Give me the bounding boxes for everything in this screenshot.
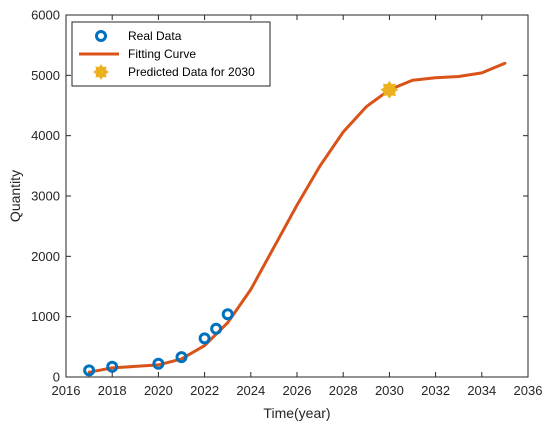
legend-marker-predicted [93, 64, 109, 80]
y-tick-label: 4000 [31, 128, 60, 143]
legend: Real Data Fitting Curve Predicted Data f… [71, 21, 271, 87]
y-axis: 0 1000 2000 3000 4000 5000 6000 [31, 8, 528, 385]
x-tick-label: 2030 [375, 383, 404, 398]
x-tick-label: 2026 [283, 383, 312, 398]
x-tick-label: 2028 [329, 383, 358, 398]
real-data-point [83, 364, 96, 377]
x-tick-label: 2036 [514, 383, 543, 398]
y-tick-label: 5000 [31, 68, 60, 83]
x-axis: 2016 2018 2020 2022 2024 2026 2028 2030 2032 2034… [52, 15, 543, 398]
x-tick-label: 2024 [236, 383, 265, 398]
y-axis-label: Quantity [7, 170, 23, 222]
real-data-point [221, 308, 234, 321]
x-axis-label: Time(year) [263, 405, 330, 421]
real-data-point [198, 332, 211, 345]
legend-marker-real-data [95, 30, 107, 42]
x-tick-label: 2020 [144, 383, 173, 398]
y-tick-label: 0 [53, 370, 60, 385]
real-data-point [106, 360, 119, 373]
real-data-point [152, 357, 165, 370]
y-tick-label: 6000 [31, 8, 60, 23]
curve-layer [87, 61, 507, 374]
x-tick-label: 2032 [421, 383, 450, 398]
x-tick-label: 2022 [190, 383, 219, 398]
y-tick-label: 3000 [31, 189, 60, 204]
legend-predicted-burst [93, 64, 109, 80]
fitting-curve-line [87, 61, 507, 374]
legend-label-real-data: Real Data [128, 29, 182, 43]
y-tick-label: 1000 [31, 309, 60, 324]
real-data-point [175, 351, 188, 364]
points-layer [83, 80, 399, 377]
y-tick-label: 2000 [31, 249, 60, 264]
real-data-point [210, 322, 223, 335]
legend-label-predicted: Predicted Data for 2030 [128, 65, 255, 79]
x-tick-label: 2034 [467, 383, 496, 398]
legend-label-fitting-curve: Fitting Curve [128, 47, 196, 61]
x-tick-label: 2016 [52, 383, 81, 398]
x-tick-label: 2018 [98, 383, 127, 398]
predicted-data-point [380, 80, 399, 99]
